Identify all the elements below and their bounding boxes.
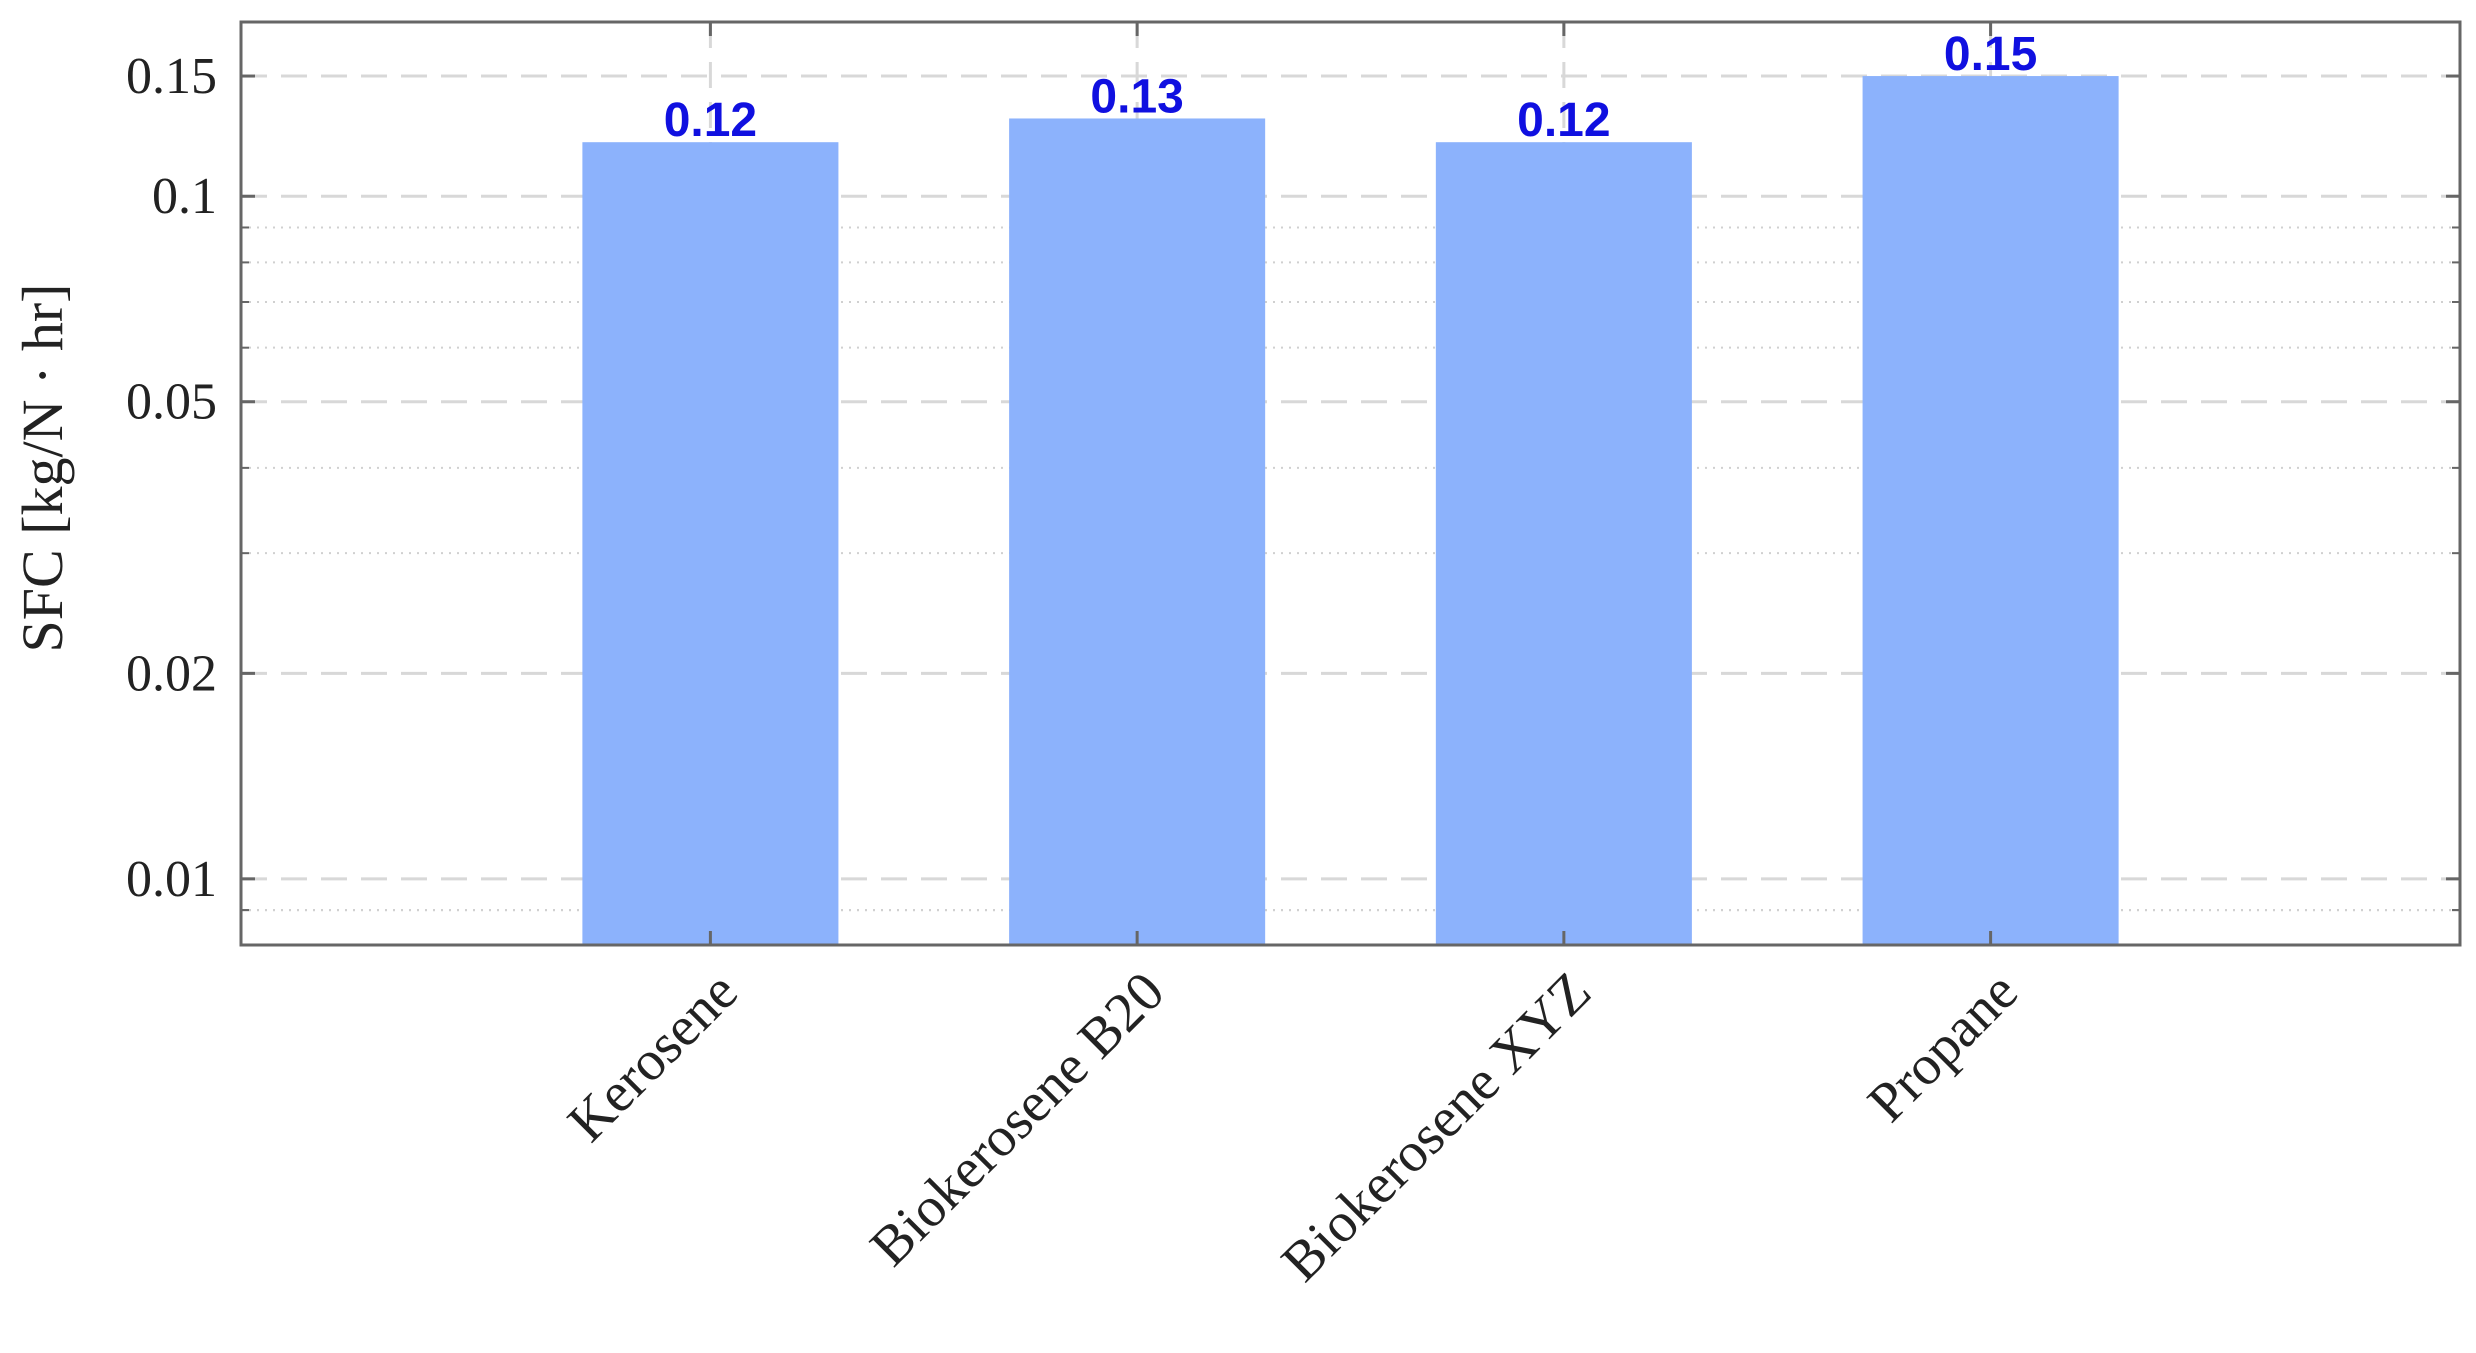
data-labels: 0.12 0.13 0.12 0.15 — [664, 28, 2038, 147]
y-tick-label: 0.1 — [152, 168, 217, 225]
y-tick-labels: 0.01 0.02 0.05 0.1 0.15 — [126, 48, 217, 908]
x-category-label: Kerosene — [556, 960, 749, 1153]
y-tick-label: 0.15 — [126, 48, 217, 105]
bars — [582, 76, 2119, 945]
y-axis-label: SFC [kg/N · hr] — [10, 284, 75, 653]
bar-propane — [1862, 76, 2119, 945]
axis-ticks — [241, 22, 2460, 945]
y-tick-label: 0.01 — [126, 851, 217, 908]
minor-gridlines — [241, 226, 2460, 912]
x-category-label: Propane — [1856, 960, 2030, 1134]
data-label: 0.15 — [1944, 28, 2037, 81]
data-label: 0.13 — [1090, 70, 1183, 123]
data-label: 0.12 — [1517, 94, 1610, 147]
bar-biokerosene-b20 — [1009, 118, 1266, 945]
x-category-label: Biokerosene XYZ — [1270, 960, 1603, 1293]
plot-frame — [239, 20, 2462, 947]
y-tick-label: 0.05 — [126, 374, 217, 431]
bar-biokerosene-xyz — [1435, 142, 1692, 945]
y-tick-label: 0.02 — [126, 645, 217, 702]
data-label: 0.12 — [664, 94, 757, 147]
x-category-labels: Kerosene Biokerosene B20 Biokerosene XYZ Pr… — [556, 960, 2030, 1293]
x-category-label: Biokerosene B20 — [859, 960, 1177, 1278]
major-gridlines — [241, 22, 2460, 945]
bar-kerosene — [582, 142, 839, 945]
